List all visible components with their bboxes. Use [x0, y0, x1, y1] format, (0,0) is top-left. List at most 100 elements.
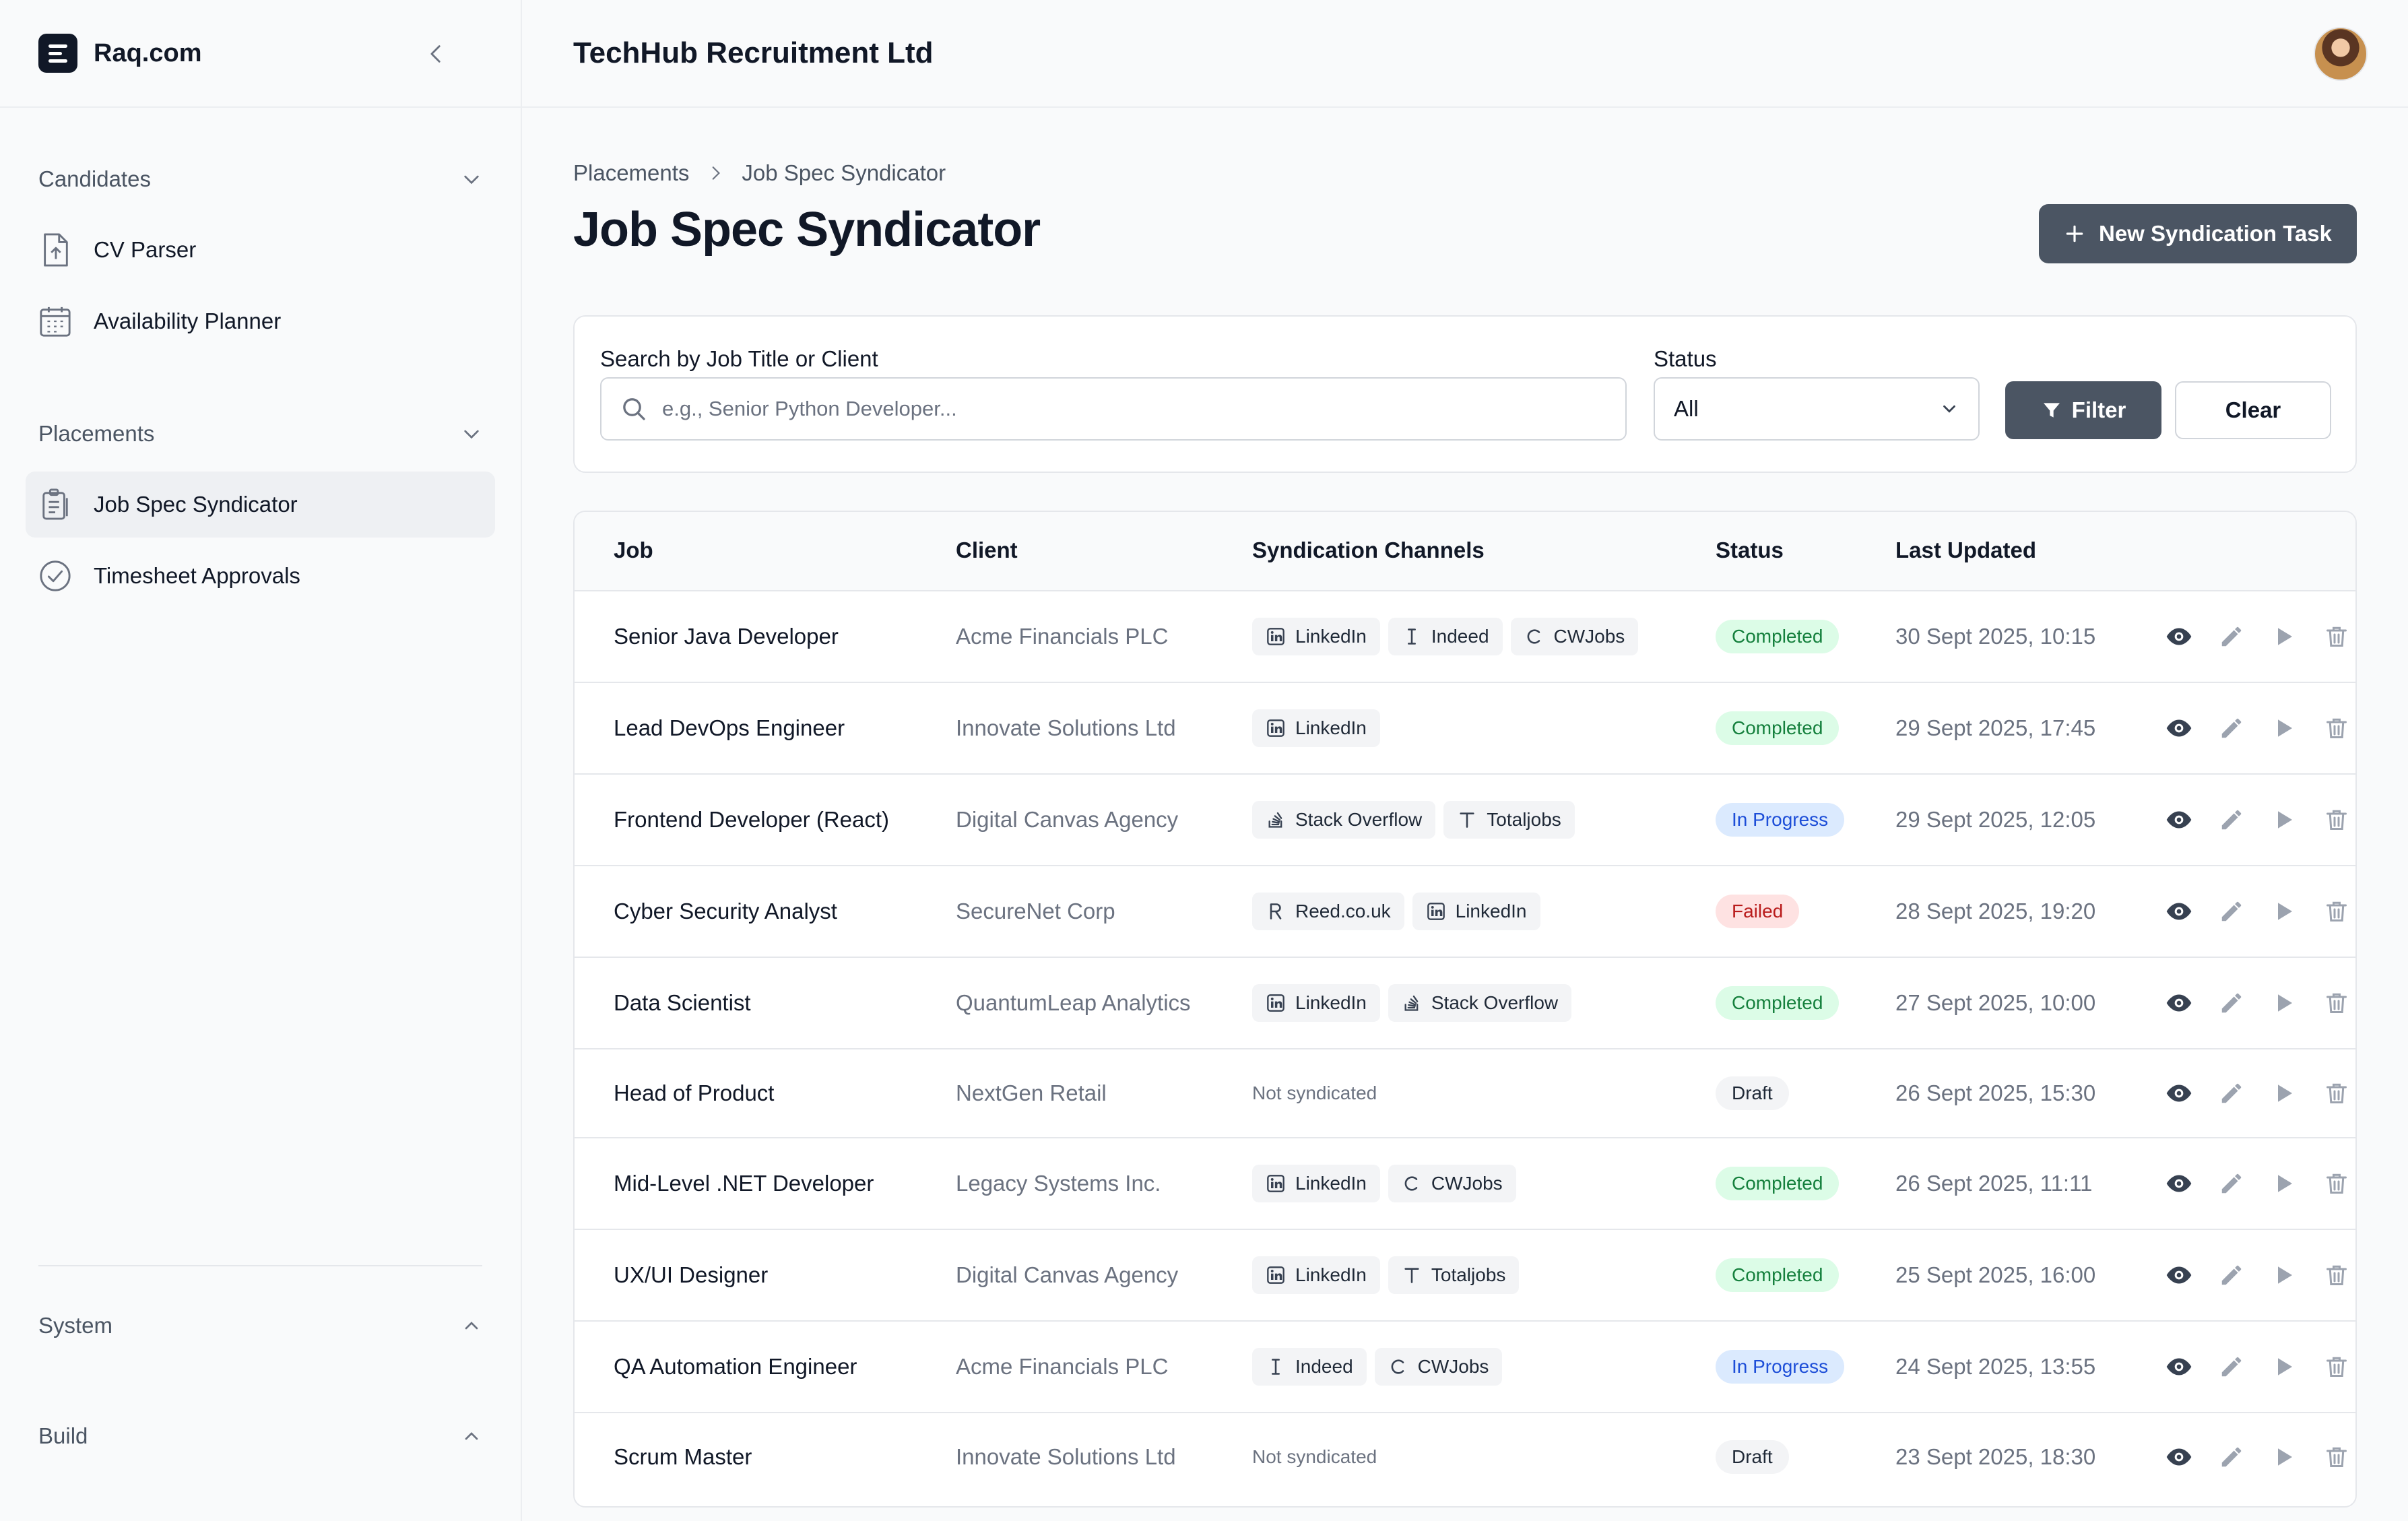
search-input[interactable]: [662, 397, 1605, 421]
run-button[interactable]: [2269, 805, 2299, 835]
table-row[interactable]: Cyber Security Analyst SecureNet Corp Re…: [575, 866, 2355, 958]
row-actions: [2164, 1322, 2351, 1412]
table-row[interactable]: QA Automation Engineer Acme Financials P…: [575, 1322, 2355, 1413]
view-button[interactable]: [2164, 1260, 2194, 1290]
run-button[interactable]: [2269, 713, 2299, 743]
sidebar-item-job-spec-syndicator[interactable]: Job Spec Syndicator: [26, 472, 495, 538]
job-title[interactable]: Lead DevOps Engineer: [614, 715, 845, 740]
run-button[interactable]: [2269, 988, 2299, 1018]
sidebar-item-availability-planner[interactable]: Availability Planner: [26, 288, 495, 354]
delete-button[interactable]: [2322, 897, 2351, 926]
nav-section-label: Placements: [38, 421, 155, 446]
sidebar-item-timesheet-approvals[interactable]: Timesheet Approvals: [26, 543, 495, 609]
play-icon: [2272, 1355, 2296, 1379]
run-button[interactable]: [2269, 1442, 2299, 1472]
table-row[interactable]: Lead DevOps Engineer Innovate Solutions …: [575, 683, 2355, 775]
sidebar-item-cv-parser[interactable]: CV Parser: [26, 217, 495, 283]
edit-button[interactable]: [2217, 988, 2246, 1018]
job-title[interactable]: Cyber Security Analyst: [614, 899, 837, 924]
job-title[interactable]: Senior Java Developer: [614, 624, 839, 649]
delete-button[interactable]: [2322, 1352, 2351, 1382]
status-badge: Draft: [1716, 1076, 1789, 1110]
run-button[interactable]: [2269, 897, 2299, 926]
view-button[interactable]: [2164, 988, 2194, 1018]
table-row[interactable]: Data Scientist QuantumLeap Analytics Lin…: [575, 958, 2355, 1049]
run-button[interactable]: [2269, 1352, 2299, 1382]
table-row[interactable]: Scrum Master Innovate Solutions Ltd Not …: [575, 1413, 2355, 1501]
check-circle-icon: [38, 559, 72, 593]
view-button[interactable]: [2164, 897, 2194, 926]
run-button[interactable]: [2269, 1169, 2299, 1198]
edit-button[interactable]: [2217, 713, 2246, 743]
view-button[interactable]: [2164, 713, 2194, 743]
run-button[interactable]: [2269, 622, 2299, 651]
nav-section-candidates[interactable]: Candidates: [0, 152, 521, 206]
channel-chip-indeed: Indeed: [1388, 618, 1503, 655]
delete-button[interactable]: [2322, 1260, 2351, 1290]
table-row[interactable]: Frontend Developer (React) Digital Canva…: [575, 775, 2355, 866]
job-title[interactable]: Data Scientist: [614, 990, 751, 1015]
edit-button[interactable]: [2217, 1352, 2246, 1382]
search-field[interactable]: [600, 377, 1627, 441]
delete-button[interactable]: [2322, 713, 2351, 743]
delete-button[interactable]: [2322, 1442, 2351, 1472]
job-title[interactable]: Mid-Level .NET Developer: [614, 1171, 874, 1196]
eye-icon: [2166, 1080, 2192, 1107]
nav-section-placements[interactable]: Placements: [0, 407, 521, 461]
row-actions: [2164, 1049, 2351, 1137]
breadcrumb-current: Job Spec Syndicator: [742, 160, 946, 185]
collapse-sidebar-button[interactable]: [416, 34, 457, 74]
totaljobs-icon: [1457, 810, 1477, 830]
linkedin-icon: [1266, 718, 1286, 738]
table-row[interactable]: Mid-Level .NET Developer Legacy Systems …: [575, 1138, 2355, 1230]
view-button[interactable]: [2164, 1078, 2194, 1108]
delete-button[interactable]: [2322, 805, 2351, 835]
nav-section-build[interactable]: Build: [0, 1409, 521, 1463]
delete-button[interactable]: [2322, 1169, 2351, 1198]
view-button[interactable]: [2164, 1352, 2194, 1382]
view-button[interactable]: [2164, 805, 2194, 835]
channel-label: Totaljobs: [1431, 1264, 1506, 1285]
trash-icon: [2324, 715, 2349, 741]
view-button[interactable]: [2164, 622, 2194, 651]
filter-button[interactable]: Filter: [2005, 381, 2161, 439]
nav-section-system[interactable]: System: [0, 1299, 521, 1353]
syndication-channels: LinkedIn: [1252, 683, 1380, 773]
edit-button[interactable]: [2217, 1078, 2246, 1108]
run-button[interactable]: [2269, 1078, 2299, 1108]
user-avatar[interactable]: [2314, 27, 2368, 81]
edit-button[interactable]: [2217, 1169, 2246, 1198]
syndication-channels: Reed.co.uk LinkedIn: [1252, 866, 1540, 957]
sidebar-item-label: CV Parser: [94, 237, 197, 262]
job-title[interactable]: Frontend Developer (React): [614, 807, 890, 832]
edit-button[interactable]: [2217, 622, 2246, 651]
breadcrumb-link-placements[interactable]: Placements: [573, 160, 690, 185]
table-header: Job Client Syndication Channels Status L…: [575, 512, 2355, 591]
client-name: Legacy Systems Inc.: [956, 1171, 1161, 1196]
new-syndication-task-button[interactable]: New Syndication Task: [2039, 204, 2357, 263]
table-row[interactable]: Senior Java Developer Acme Financials PL…: [575, 591, 2355, 683]
job-title[interactable]: Head of Product: [614, 1080, 775, 1105]
run-button[interactable]: [2269, 1260, 2299, 1290]
job-title[interactable]: Scrum Master: [614, 1444, 752, 1469]
clear-button[interactable]: Clear: [2175, 381, 2331, 439]
edit-button[interactable]: [2217, 1442, 2246, 1472]
last-updated: 28 Sept 2025, 19:20: [1895, 899, 2096, 924]
chevron-up-icon: [465, 1432, 478, 1440]
delete-button[interactable]: [2322, 1078, 2351, 1108]
job-title[interactable]: UX/UI Designer: [614, 1262, 769, 1287]
table-row[interactable]: UX/UI Designer Digital Canvas Agency Lin…: [575, 1230, 2355, 1322]
view-button[interactable]: [2164, 1442, 2194, 1472]
edit-button[interactable]: [2217, 897, 2246, 926]
delete-button[interactable]: [2322, 622, 2351, 651]
job-title[interactable]: QA Automation Engineer: [614, 1354, 857, 1379]
status-select[interactable]: All: [1654, 377, 1980, 441]
table-row[interactable]: Head of Product NextGen Retail Not syndi…: [575, 1049, 2355, 1138]
delete-button[interactable]: [2322, 988, 2351, 1018]
edit-button[interactable]: [2217, 805, 2246, 835]
edit-button[interactable]: [2217, 1260, 2246, 1290]
trash-icon: [2324, 899, 2349, 924]
eye-icon: [2166, 715, 2192, 742]
view-button[interactable]: [2164, 1169, 2194, 1198]
last-updated: 27 Sept 2025, 10:00: [1895, 990, 2096, 1015]
